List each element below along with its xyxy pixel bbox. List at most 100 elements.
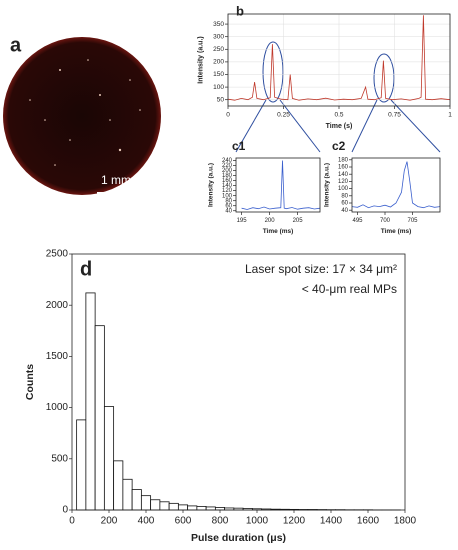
y-tick-label: 140 [222, 183, 233, 189]
plot-frame [235, 157, 321, 213]
y-axis-label: Intensity (a.u.) [324, 163, 331, 207]
y-tick-label: 100 [213, 84, 224, 91]
bar [150, 499, 161, 511]
y-tick-label: 350 [213, 21, 224, 28]
y-tick-label: 60 [225, 203, 232, 209]
x-tick-label: 495 [352, 218, 363, 224]
y-tick-label: 60 [341, 201, 348, 207]
plot-frame [227, 13, 451, 107]
y-tick-label: 160 [338, 165, 349, 171]
chart: 0 500 1000 1500 2000 2500 0 200 400 600 800 1000 120… [24, 249, 417, 544]
plot-frame [71, 253, 406, 511]
bar [113, 460, 124, 511]
panel-label: c1 [232, 139, 246, 153]
panel-label: c2 [332, 139, 346, 153]
y-tick-label: 220 [222, 163, 233, 169]
bar [122, 478, 133, 511]
y-tick-label: 120 [338, 179, 349, 185]
x-tick-label: 195 [237, 218, 248, 224]
x-tick-label: 200 [101, 516, 118, 527]
y-tick-label: 2500 [46, 249, 69, 260]
y-tick-label: 100 [338, 186, 349, 192]
y-tick-label: 2000 [46, 300, 69, 311]
bar [159, 501, 170, 511]
x-tick-label: 205 [293, 218, 304, 224]
x-axis-label: Time (ms) [381, 228, 412, 235]
y-tick-label: 500 [51, 453, 68, 464]
x-axis-label: Time (ms) [263, 228, 294, 235]
x-tick-label: 700 [380, 218, 391, 224]
y-tick-label: 200 [213, 59, 224, 66]
panel-label: a [10, 34, 22, 56]
x-axis-label: Pulse duration (μs) [191, 532, 286, 544]
y-tick-label: 180 [338, 157, 349, 163]
bar [196, 506, 207, 511]
particles [29, 59, 141, 166]
trace [241, 160, 321, 210]
y-tick-label: 140 [338, 172, 349, 178]
sample-disc [3, 37, 161, 195]
trace [351, 161, 441, 209]
bar [85, 292, 96, 511]
y-axis-label: Intensity (a.u.) [198, 36, 205, 83]
y-tick-label: 150 [213, 71, 224, 78]
x-tick-label: 1800 [394, 516, 417, 527]
y-tick-label: 120 [222, 188, 233, 194]
y-tick-label: 200 [222, 168, 233, 174]
trace [227, 15, 451, 101]
y-tick-label: 300 [213, 33, 224, 40]
bar [177, 504, 189, 511]
y-tick-label: 160 [222, 178, 233, 184]
y-tick-label: 100 [222, 193, 233, 199]
y-tick-label: 1500 [46, 351, 69, 362]
y-tick-label: 240 [222, 158, 233, 164]
y-tick-label: 80 [225, 198, 232, 204]
x-tick-label: 1200 [283, 516, 306, 527]
x-tick-label: 800 [212, 516, 229, 527]
zoom-guides [235, 41, 441, 153]
panel-a: a 1 mm [3, 34, 161, 195]
x-tick-label: 0.5 [334, 111, 343, 118]
y-tick-label: 40 [225, 208, 232, 214]
plot-frame [351, 157, 441, 213]
chart: 50 100 150 200 250 300 350 0 0.25 0.5 0.75 1 Time (s… [198, 3, 453, 130]
bar [131, 489, 142, 511]
x-tick-label: 0.25 [277, 111, 290, 118]
y-axis-label: Counts [24, 364, 36, 400]
x-tick-label: 600 [175, 516, 192, 527]
y-tick-label: 40 [341, 208, 348, 214]
bar [140, 495, 152, 511]
bar [187, 505, 198, 511]
bar [76, 419, 87, 511]
x-tick-label: 1 [448, 111, 452, 118]
x-tick-label: 200 [265, 218, 276, 224]
bar [168, 502, 179, 511]
x-tick-label: 1600 [357, 516, 380, 527]
x-axis-label: Time (s) [326, 123, 353, 130]
x-tick-label: 0.75 [388, 111, 401, 118]
scale-bar-label: 1 mm [101, 173, 131, 187]
annotation: < 40-μm real MPs [302, 282, 397, 296]
bar [205, 506, 216, 511]
annotation: Laser spot size: 17 × 34 μm² [245, 262, 397, 276]
y-tick-label: 1000 [46, 402, 69, 413]
x-tick-label: 705 [407, 218, 418, 224]
x-tick-label: 0 [226, 111, 230, 118]
y-tick-label: 180 [222, 173, 233, 179]
x-tick-label: 1400 [320, 516, 343, 527]
bar [103, 406, 115, 511]
y-tick-label: 50 [217, 96, 225, 103]
panel-label: b [236, 3, 244, 18]
y-tick-label: 0 [62, 505, 68, 516]
y-tick-label: 80 [341, 193, 348, 199]
panel-label: d [80, 258, 92, 280]
x-tick-label: 0 [69, 516, 75, 527]
x-tick-label: 1000 [246, 516, 269, 527]
bar [94, 325, 105, 511]
y-tick-label: 250 [213, 46, 224, 53]
y-axis-label: Intensity (a.u.) [208, 163, 215, 207]
x-tick-label: 400 [138, 516, 155, 527]
